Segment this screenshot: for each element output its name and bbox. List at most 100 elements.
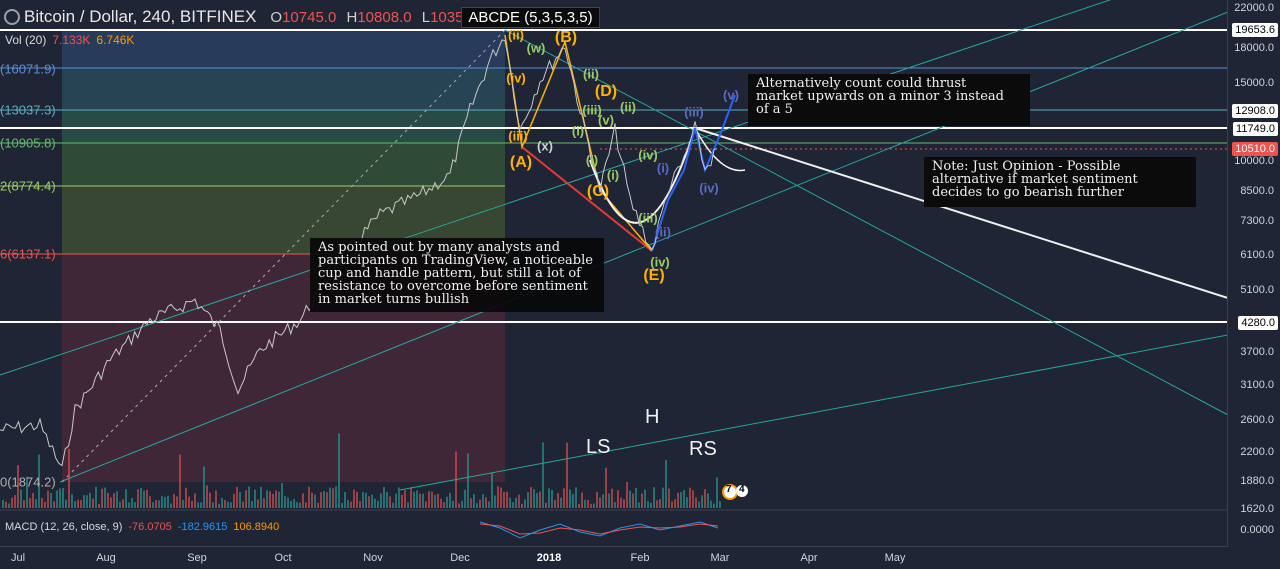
volume-bar [83,495,85,508]
volume-bar [677,492,679,508]
volume-bar [560,497,562,508]
volume-bar [404,490,406,508]
volume-bar [452,500,454,508]
volume-bar [185,487,187,508]
volume-bar [704,489,706,508]
volume-bar [434,494,436,508]
volume-bar [95,486,97,508]
volume-bar [29,498,31,508]
volume-bar [206,485,208,508]
wave-label: (iv) [650,254,670,270]
volume-bar [302,493,304,508]
fib-label-2: (13037.3) [0,102,56,118]
badge-count-2[interactable]: 4 [739,484,745,495]
volume-bar [491,472,493,508]
volume-bar [473,494,475,508]
volume-bar [8,503,10,508]
volume-bar [686,497,688,508]
pattern-label[interactable]: ABCDE (5,3,5,3,5) [461,6,600,28]
volume-bar [533,489,535,508]
volume-bar [17,465,19,508]
volume-bar [26,476,28,508]
volume-bar [5,501,7,508]
volume-bar [251,500,253,508]
cup-handle-note[interactable]: As pointed out by many analysts and part… [310,238,604,312]
volume-bar [119,501,121,508]
volume-bar [464,489,466,508]
volume-bar [590,503,592,508]
volume-bar [620,497,622,508]
fib-label-1: (16071.9) [0,61,56,77]
volume-bar [41,497,43,508]
wave-label: (ii) [620,99,636,115]
volume-bar [383,486,385,508]
volume-bar [113,493,115,508]
price-scale[interactable]: 22000.0 18000.0 15000.0 10000.0 8500.0 7… [1227,0,1280,548]
chart-header: Bitcoin / Dollar, 240, BITFINEX O10745.0… [4,4,600,30]
volume-bar [284,496,286,508]
wave-label: (ii) [583,66,599,82]
volume-bar [614,502,616,508]
wave-label: (C) [586,183,610,200]
volume-bar [182,499,184,508]
opinion-note[interactable]: Note: Just Opinion - Possible alternativ… [924,157,1196,207]
volume-bar [278,491,280,508]
time-scale[interactable]: Jul Aug Sep Oct Nov Dec 2018 Feb Mar Apr… [0,546,1228,569]
time-tick: 2018 [536,552,562,564]
wave-label: (iii) [684,104,704,120]
volume-bar [80,500,82,508]
volume-bar [104,487,106,508]
volume-bar [14,495,16,508]
symbol-title[interactable]: Bitcoin / Dollar, 240, BITFINEX [24,7,257,26]
volume-bar [296,502,298,508]
price-box: 12908.0 [1232,104,1278,118]
volume-bar [167,495,169,508]
volume-bar [332,488,334,508]
volume-bar [344,492,346,508]
volume-bar [578,503,580,508]
volume-bar [440,498,442,508]
volume-bar [467,453,469,508]
volume-bar [584,499,586,508]
volume-bar [320,492,322,508]
head-label: H [645,406,660,428]
volume-bar [605,467,607,508]
macd-line [479,521,719,539]
volume-bar [248,486,250,508]
volume-bar [470,498,472,508]
volume-bar [236,486,238,508]
alt-count-note[interactable]: Alternatively count could thrust market … [748,74,1030,126]
volume-bar [362,491,364,508]
volume-bar [146,489,148,508]
price-tick: 3700.0 [1240,346,1274,358]
channel-line-upper [0,0,1112,376]
time-tick: Apr [800,552,818,564]
channel-line-descending [504,29,1228,416]
badge-count-1[interactable]: 7 [726,484,732,495]
volume-bar [659,499,661,508]
right-shoulder-label: RS [689,438,717,460]
handle-curve [694,127,746,172]
fib-label-6: 0(1874.2) [0,474,56,490]
header-collapse-icon[interactable] [4,9,20,25]
wave-label: (iii) [508,128,528,144]
volume-bar [497,486,499,508]
volume-bar [164,496,166,508]
volume-bar [428,491,430,508]
volume-bar [515,497,517,508]
volume-bar [629,490,631,508]
volume-bar [479,499,481,508]
fib-zone-4 [62,143,505,186]
volume-bar [152,502,154,508]
volume-bar [689,487,691,508]
volume-bar [275,490,277,508]
channel-line-lower [399,334,1228,491]
time-tick: Aug [96,552,116,564]
time-tick: Dec [450,552,470,564]
volume-bar [569,489,571,508]
time-tick: May [884,552,906,564]
volume-bar [587,500,589,508]
wave-label: (ii) [655,224,671,240]
wave-label: (D) [594,83,618,100]
